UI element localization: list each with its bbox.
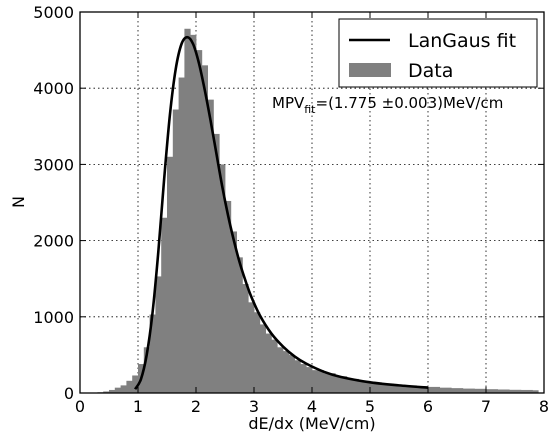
histogram-bar — [172, 109, 179, 393]
histogram-bar — [277, 347, 284, 393]
histogram-bar — [520, 389, 533, 393]
histogram-bar — [248, 302, 255, 393]
histogram-bar — [236, 257, 243, 393]
y-tick-labels: 0 1000 2000 3000 4000 5000 — [33, 3, 74, 403]
histogram-bar — [242, 284, 249, 393]
histogram-bar — [103, 391, 110, 393]
histogram-bar — [155, 276, 162, 393]
mpv-annotation-sub: fit — [304, 103, 316, 116]
histogram-bar — [300, 364, 307, 393]
histogram-bar — [225, 200, 232, 393]
histogram-bar — [358, 380, 371, 393]
histogram-bar — [178, 77, 185, 394]
histogram-bar — [114, 387, 121, 393]
y-axis-label: N — [9, 196, 28, 208]
legend-data-label: Data — [408, 60, 453, 82]
x-tick-labels: 0 1 2 3 4 5 6 7 8 — [75, 397, 549, 416]
histogram-bar — [381, 383, 394, 393]
histogram-bar — [109, 389, 116, 393]
histogram-bar — [201, 65, 208, 393]
histogram-bar — [393, 384, 406, 393]
x-tick-label: 8 — [539, 397, 549, 416]
histogram-bar — [126, 380, 133, 393]
histogram-bar — [259, 324, 266, 393]
histogram-bar — [474, 388, 487, 393]
histogram-bar — [497, 389, 510, 393]
histogram-bar — [486, 389, 498, 393]
x-tick-label: 1 — [133, 397, 143, 416]
histogram-bar — [184, 28, 191, 393]
y-tick-label: 2000 — [33, 232, 74, 251]
mpv-annotation-main: MPV — [272, 94, 305, 112]
fit-curve — [133, 35, 429, 390]
y-tick-label: 1000 — [33, 308, 74, 327]
histogram-bar — [428, 386, 440, 393]
x-tick-label: 5 — [365, 397, 375, 416]
x-tick-label: 0 — [75, 397, 85, 416]
x-axis-label: dE/dx (MeV/cm) — [248, 414, 375, 433]
histogram-bar — [167, 156, 174, 393]
histogram-bar — [451, 388, 464, 393]
histogram-bar — [288, 354, 295, 393]
x-tick-label: 4 — [307, 397, 317, 416]
histogram-bar — [306, 367, 313, 393]
histogram-bar — [283, 351, 290, 393]
legend-data-swatch — [349, 63, 391, 77]
histogram-bar — [213, 133, 220, 394]
histogram-bar — [404, 385, 417, 393]
histogram-bar — [439, 387, 452, 393]
histogram-bar — [532, 390, 539, 393]
histogram-bar — [161, 217, 168, 393]
y-tick-label: 4000 — [33, 79, 74, 98]
histogram-bar — [120, 385, 127, 393]
y-tick-label: 5000 — [33, 3, 74, 22]
ticks — [79, 11, 545, 394]
x-tick-label: 7 — [481, 397, 491, 416]
histogram-bar — [312, 370, 324, 393]
histogram-bar — [509, 389, 522, 393]
histogram-bar — [370, 382, 382, 393]
histogram-bar — [254, 312, 261, 393]
y-tick-label: 3000 — [33, 155, 74, 174]
histogram-bar — [190, 34, 197, 394]
histogram-bars — [97, 28, 539, 394]
legend: LanGaus fit Data — [338, 18, 538, 88]
x-tick-label: 3 — [249, 397, 259, 416]
histogram-bar — [143, 347, 150, 393]
histogram-bar — [132, 375, 139, 393]
histogram-bar — [196, 50, 203, 393]
histogram-bar — [346, 378, 359, 393]
mpv-annotation: MPVfit=(1.775 ±0.003)MeV/cm — [272, 94, 503, 116]
histogram-bar — [462, 388, 475, 393]
histogram-bar — [271, 339, 278, 393]
y-tick-label: 0 — [64, 384, 74, 403]
histogram-bar — [265, 333, 272, 393]
legend-fit-label: LanGaus fit — [408, 30, 516, 52]
x-tick-label: 6 — [423, 397, 433, 416]
histogram-bar — [230, 231, 237, 393]
mpv-annotation-value: =(1.775 ±0.003)MeV/cm — [316, 94, 504, 112]
x-tick-label: 2 — [191, 397, 201, 416]
histogram-bar — [219, 164, 226, 393]
histogram-bar — [335, 376, 348, 393]
histogram-bar — [207, 99, 214, 393]
histogram-bar — [323, 373, 336, 393]
histogram-bar — [149, 314, 156, 393]
histogram-bar — [416, 386, 429, 393]
histogram-bar — [294, 360, 301, 393]
